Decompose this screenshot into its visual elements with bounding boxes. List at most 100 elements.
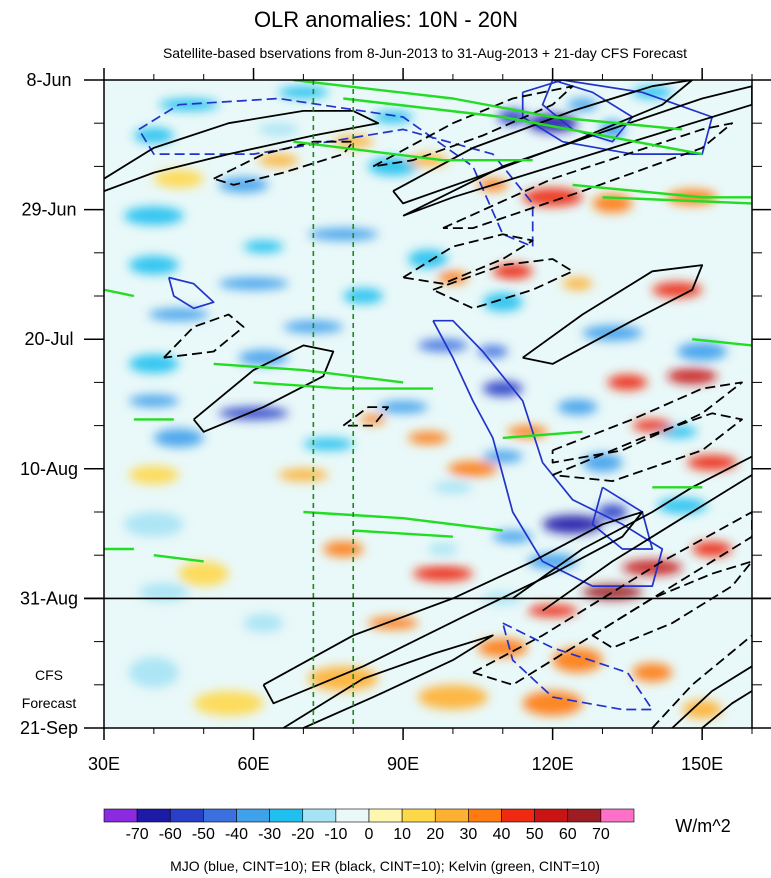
colorbar-label-14: 70	[592, 826, 610, 843]
anomaly-cell-19	[482, 292, 523, 312]
anomaly-cell-63	[607, 374, 648, 391]
anomaly-cell-65	[408, 431, 448, 445]
anomaly-cell-9	[258, 123, 299, 136]
anomaly-cell-75	[582, 584, 643, 600]
anomaly-cell-87	[178, 561, 229, 587]
anomaly-cell-16	[408, 249, 448, 269]
anomaly-cell-58	[562, 277, 593, 290]
er-contour-8	[163, 313, 245, 359]
anomaly-cell-25	[128, 354, 179, 374]
colorbar-swatch-4	[236, 808, 270, 823]
colorbar-swatch-3	[203, 808, 237, 823]
anomaly-cell-5	[158, 98, 219, 111]
colorbar-swatch-12	[501, 808, 535, 823]
kelvin-contour-3	[572, 183, 752, 199]
anomaly-cell-67	[632, 419, 673, 432]
plot-frame	[103, 79, 753, 729]
anomaly-cell-14	[243, 240, 284, 253]
anomaly-cell-15	[128, 255, 179, 275]
mjo-contour-0	[138, 97, 534, 248]
chart-subtitle: Satellite-based bservations from 8-Jun-2…	[163, 45, 687, 61]
kelvin-contour-4	[602, 196, 752, 205]
kelvin-contour-12	[353, 529, 453, 538]
colorbar-swatch-1	[136, 808, 171, 823]
anomaly-cell-23	[582, 325, 643, 341]
er-contour-17	[592, 560, 752, 649]
axis-ticks: 8-Jun 29-Jun 20-Jul 10-Aug 31-Aug 21-Sep 30E 60…	[20, 68, 771, 774]
anomaly-cell-73	[622, 559, 683, 576]
er-contour-4	[402, 85, 752, 217]
colorbar-label-10: 30	[459, 826, 477, 843]
colorbar-label-7: 0	[365, 826, 374, 843]
er-contour-20	[282, 634, 494, 728]
anomaly-cell-80	[632, 663, 673, 682]
colorbar-swatch-8	[368, 808, 403, 823]
mjo-contour-6	[501, 622, 654, 711]
kelvin-contour-1	[343, 97, 703, 156]
anomaly-cell-22	[418, 339, 468, 352]
colorbar-label-5: -20	[291, 826, 314, 843]
y-tick-label-1: 29-Jun	[21, 200, 76, 220]
anomaly-cell-8	[133, 127, 174, 144]
x-tick-label-4: 150E	[681, 754, 723, 774]
anomaly-cell-24	[677, 342, 728, 361]
anomaly-cell-84	[193, 690, 264, 716]
kelvin-contour-11	[303, 510, 503, 532]
er-contour-9	[192, 344, 335, 433]
anomaly-cell-29	[128, 394, 179, 408]
mjo-contour-5	[591, 486, 654, 550]
er-contour-11	[522, 264, 704, 365]
colorbar-label-2: -50	[192, 826, 215, 843]
anomaly-cell-70	[278, 468, 329, 482]
colorbar-swatch-9	[401, 808, 436, 823]
er-contour-15	[542, 474, 752, 612]
anomaly-cell-71	[323, 541, 364, 557]
anomaly-cell-28	[482, 380, 523, 397]
anomaly-cell-57	[652, 282, 703, 298]
kelvin-contour-2	[293, 140, 533, 162]
colorbar-label-9: 20	[426, 826, 444, 843]
colorbar-label-3: -40	[225, 826, 248, 843]
er-contour-13	[552, 412, 743, 482]
anomaly-cell-45	[123, 511, 184, 537]
colorbar-label-8: 10	[393, 826, 411, 843]
anomaly-cell-72	[413, 566, 473, 582]
anomaly-cell-12	[123, 206, 184, 226]
anomaly-cell-3	[567, 98, 598, 111]
anomaly-cell-11	[218, 177, 269, 193]
colorbar-label-11: 40	[493, 826, 511, 843]
kelvin-contour-5	[104, 288, 135, 298]
y-tick-label-0: 8-Jun	[26, 70, 71, 90]
colorbar-swatch-14	[567, 808, 602, 823]
colorbar-swatch-5	[269, 808, 304, 823]
y-tick-label-4: 31-Aug	[20, 588, 78, 608]
anomaly-cell-61	[153, 169, 204, 188]
kelvin-contour-7	[253, 381, 433, 390]
anomaly-cell-34	[303, 437, 354, 451]
colorbar-label-6: -10	[324, 826, 347, 843]
anomaly-cell-81	[418, 684, 488, 710]
x-tick-label-2: 90E	[387, 754, 419, 774]
er-contour-19	[651, 634, 752, 728]
colorbar-swatch-0	[103, 808, 138, 823]
anomaly-cell-18	[343, 288, 384, 304]
anomaly-cell-69	[687, 454, 738, 471]
anomaly-cell-56	[437, 271, 468, 284]
colorbar-swatch-11	[468, 808, 502, 823]
er-contour-14	[512, 455, 752, 600]
anomaly-cell-43	[657, 498, 708, 514]
anomaly-cell-46	[138, 582, 189, 602]
y-tick-label-2: 20-Jul	[24, 329, 73, 349]
contour-overlays	[104, 80, 752, 728]
anomaly-cell-20	[148, 308, 209, 321]
y-tick-label-5: 21-Sep	[20, 718, 78, 738]
anomaly-cell-30	[218, 407, 289, 420]
anomaly-cell-82	[522, 690, 583, 716]
er-contour-16	[262, 511, 644, 705]
er-contour-2	[372, 85, 574, 168]
anomaly-cell-38	[432, 481, 473, 494]
anomaly-cell-47	[243, 613, 284, 633]
anomaly-cell-7	[373, 110, 414, 124]
colorbar-swatch-7	[335, 808, 370, 823]
anomaly-cell-17	[218, 277, 289, 290]
